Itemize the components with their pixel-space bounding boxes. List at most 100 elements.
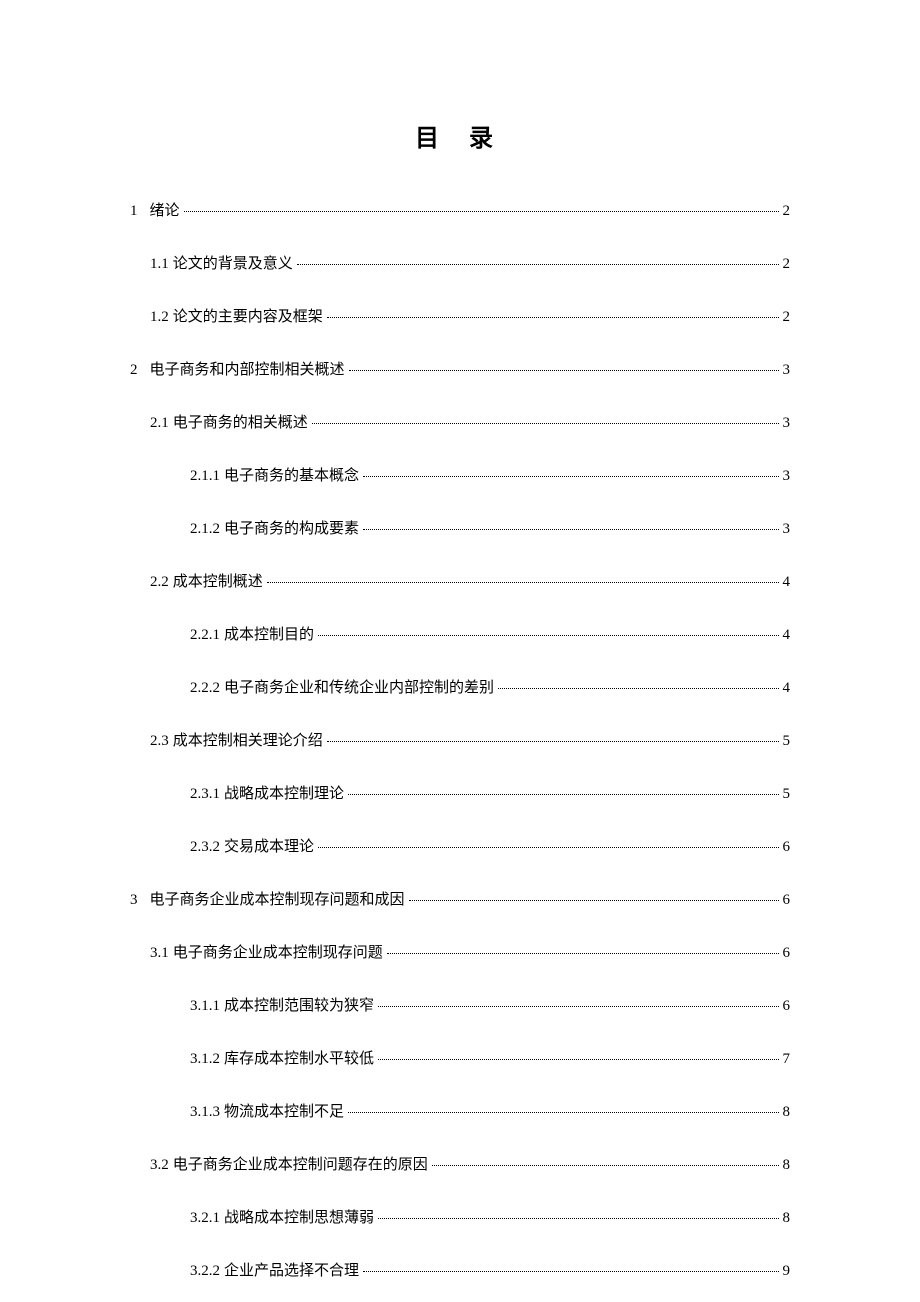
toc-leader-dots	[348, 1112, 778, 1113]
toc-entry-label: 电子商务的构成要素	[224, 519, 359, 540]
toc-entry: 2 电子商务和内部控制相关概述 3	[130, 360, 790, 381]
toc-entry-label: 战略成本控制理论	[224, 784, 344, 805]
toc-entry-label: 成本控制相关理论介绍	[173, 731, 323, 752]
toc-entry-label: 电子商务企业成本控制现存问题和成因	[150, 890, 405, 911]
toc-entry-number: 3.1	[150, 943, 169, 964]
toc-entry-number: 1.2	[150, 307, 169, 328]
toc-entry-page: 3	[783, 360, 791, 381]
toc-leader-dots	[184, 211, 779, 212]
toc-entry-page: 6	[783, 943, 791, 964]
toc-leader-dots	[327, 317, 779, 318]
toc-entry-number: 3.1.2	[190, 1049, 220, 1070]
toc-entry-page: 9	[783, 1261, 791, 1282]
toc-leader-dots	[327, 741, 779, 742]
toc-entry: 2.1.2电子商务的构成要素 3	[130, 519, 790, 540]
toc-entry: 3.1.3物流成本控制不足 8	[130, 1102, 790, 1123]
toc-entry-number: 2.3.2	[190, 837, 220, 858]
toc-leader-dots	[363, 476, 778, 477]
toc-entry-number: 2.2	[150, 572, 169, 593]
toc-entry-label: 成本控制目的	[224, 625, 314, 646]
toc-entry-page: 3	[783, 413, 791, 434]
toc-entry-number: 2.2.1	[190, 625, 220, 646]
toc-leader-dots	[378, 1006, 778, 1007]
toc-leader-dots	[312, 423, 779, 424]
toc-entry: 3.2.1战略成本控制思想薄弱 8	[130, 1208, 790, 1229]
toc-entry-number: 1	[130, 201, 138, 222]
toc-entry-page: 3	[783, 519, 791, 540]
toc-entry-page: 4	[783, 678, 791, 699]
toc-leader-dots	[318, 847, 778, 848]
toc-entry-label: 论文的主要内容及框架	[173, 307, 323, 328]
toc-entry-number: 2.3	[150, 731, 169, 752]
toc-entry-number: 2.3.1	[190, 784, 220, 805]
toc-entry-page: 5	[783, 731, 791, 752]
toc-entry-page: 3	[783, 466, 791, 487]
toc-entry-page: 4	[783, 625, 791, 646]
toc-entry-label: 绪论	[150, 201, 180, 222]
toc-entry-number: 2.1	[150, 413, 169, 434]
toc-entry: 2.2成本控制概述 4	[130, 572, 790, 593]
toc-entry-label: 电子商务企业成本控制现存问题	[173, 943, 383, 964]
toc-leader-dots	[363, 1271, 778, 1272]
toc-entry: 1.2论文的主要内容及框架 2	[130, 307, 790, 328]
toc-leader-dots	[349, 370, 779, 371]
toc-entry-page: 5	[783, 784, 791, 805]
toc-leader-dots	[387, 953, 779, 954]
toc-entry-label: 物流成本控制不足	[224, 1102, 344, 1123]
toc-entry: 3 电子商务企业成本控制现存问题和成因 6	[130, 890, 790, 911]
toc-entry: 3.2电子商务企业成本控制问题存在的原因 8	[130, 1155, 790, 1176]
toc-entry-label: 成本控制概述	[173, 572, 263, 593]
toc-entry-page: 6	[783, 890, 791, 911]
toc-entry: 2.2.2电子商务企业和传统企业内部控制的差别 4	[130, 678, 790, 699]
toc-leader-dots	[432, 1165, 779, 1166]
toc-entry-number: 2	[130, 360, 138, 381]
toc-entry-page: 4	[783, 572, 791, 593]
toc-entry: 2.1.1电子商务的基本概念 3	[130, 466, 790, 487]
toc-entry: 2.3.1战略成本控制理论 5	[130, 784, 790, 805]
toc-entry-page: 2	[783, 307, 791, 328]
toc-entry: 2.3成本控制相关理论介绍 5	[130, 731, 790, 752]
table-of-contents: 1 绪论 2 1.1论文的背景及意义 2 1.2论文的主要内容及框架 2 2 电子商务和内部控制…	[0, 201, 920, 1282]
toc-entry: 2.3.2交易成本理论 6	[130, 837, 790, 858]
toc-entry-number: 3	[130, 890, 138, 911]
toc-entry-number: 3.2.1	[190, 1208, 220, 1229]
toc-leader-dots	[318, 635, 778, 636]
toc-entry-label: 电子商务和内部控制相关概述	[150, 360, 345, 381]
toc-entry-page: 7	[783, 1049, 791, 1070]
toc-entry-number: 2.2.2	[190, 678, 220, 699]
toc-leader-dots	[363, 529, 778, 530]
toc-leader-dots	[498, 688, 778, 689]
toc-entry: 2.1电子商务的相关概述 3	[130, 413, 790, 434]
toc-entry-page: 6	[783, 837, 791, 858]
toc-entry-number: 3.1.3	[190, 1102, 220, 1123]
toc-entry-number: 2.1.2	[190, 519, 220, 540]
page-title: 目 录	[0, 118, 920, 153]
toc-entry-page: 8	[783, 1155, 791, 1176]
toc-leader-dots	[409, 900, 779, 901]
toc-entry-label: 交易成本理论	[224, 837, 314, 858]
toc-entry: 3.1.2库存成本控制水平较低 7	[130, 1049, 790, 1070]
toc-entry-page: 8	[783, 1208, 791, 1229]
toc-entry-label: 电子商务企业成本控制问题存在的原因	[173, 1155, 428, 1176]
toc-leader-dots	[378, 1218, 778, 1219]
toc-entry-page: 8	[783, 1102, 791, 1123]
toc-entry-page: 2	[783, 201, 791, 222]
toc-entry-number: 3.2.2	[190, 1261, 220, 1282]
toc-entry-number: 3.2	[150, 1155, 169, 1176]
toc-entry-label: 库存成本控制水平较低	[224, 1049, 374, 1070]
toc-entry-label: 论文的背景及意义	[173, 254, 293, 275]
toc-entry-page: 2	[783, 254, 791, 275]
toc-entry-label: 电子商务的相关概述	[173, 413, 308, 434]
toc-entry-number: 2.1.1	[190, 466, 220, 487]
toc-entry-number: 1.1	[150, 254, 169, 275]
toc-entry: 1.1论文的背景及意义 2	[130, 254, 790, 275]
toc-leader-dots	[348, 794, 778, 795]
toc-entry-number: 3.1.1	[190, 996, 220, 1017]
toc-entry-label: 电子商务的基本概念	[224, 466, 359, 487]
toc-leader-dots	[267, 582, 779, 583]
toc-entry: 3.2.2企业产品选择不合理9	[130, 1261, 790, 1282]
toc-entry-label: 战略成本控制思想薄弱	[224, 1208, 374, 1229]
toc-entry-page: 6	[783, 996, 791, 1017]
toc-entry-label: 电子商务企业和传统企业内部控制的差别	[224, 678, 494, 699]
toc-entry: 3.1电子商务企业成本控制现存问题 6	[130, 943, 790, 964]
